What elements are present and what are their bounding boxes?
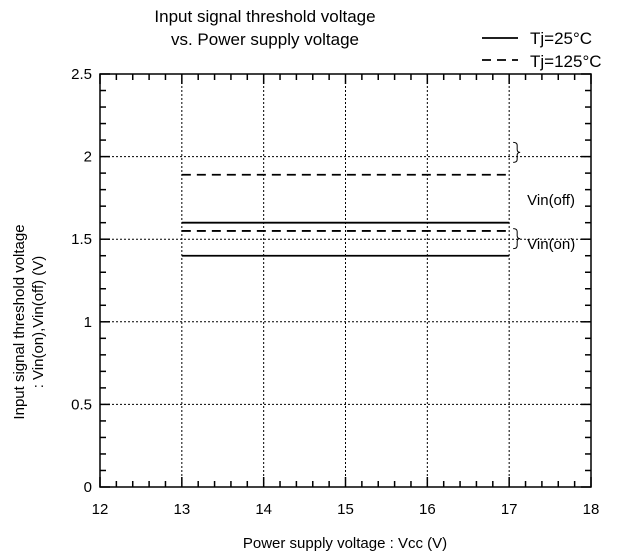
legend-label-25c: Tj=25°C [530,29,592,48]
chart-title-line-2: vs. Power supply voltage [171,30,359,49]
y-tick-label: 0 [84,479,92,496]
y-tick-label: 2 [84,149,92,166]
y-axis-title: Input signal threshold voltage : Vin(on)… [11,224,47,419]
annotations: Vin(off) Vin(on) [513,141,575,253]
legend-label-125c: Tj=125°C [530,52,602,71]
vin-off-annotation: Vin(off) [527,192,575,209]
x-tick-label: 17 [501,501,518,518]
x-tick-label: 14 [255,501,272,518]
plot-frame [99,73,592,488]
x-axis-title: Power supply voltage : Vcc (V) [243,535,447,552]
grid [100,74,591,487]
y-tick-label: 0.5 [71,396,92,413]
tick-labels: 12 13 14 15 16 17 18 0 0.5 1 1.5 2 2.5 [71,66,599,518]
x-tick-label: 12 [92,501,109,518]
y-tick-label: 2.5 [71,66,92,83]
series [181,173,510,257]
y-axis-title-line-2: : Vin(on),Vin(off) (V) [30,256,47,389]
chart-title-line-1: Input signal threshold voltage [154,7,375,26]
x-tick-label: 18 [583,501,600,518]
x-tick-label: 13 [173,501,190,518]
y-axis-title-line-1: Input signal threshold voltage [11,224,28,419]
legend: Tj=25°C Tj=125°C [482,29,602,71]
vin-off-brace [513,141,521,163]
y-tick-label: 1 [84,314,92,331]
y-tick-label: 1.5 [71,231,92,248]
x-tick-label: 16 [419,501,436,518]
vin-on-annotation: Vin(on) [527,236,575,253]
vin-on-brace [513,228,521,250]
x-tick-label: 15 [337,501,354,518]
